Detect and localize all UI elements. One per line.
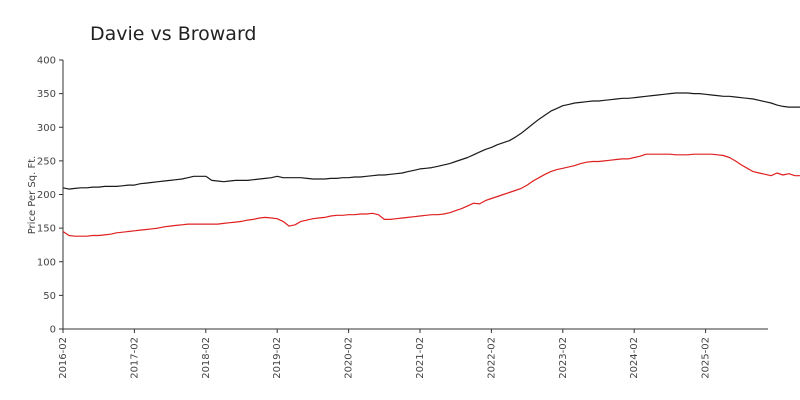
series-line-red bbox=[62, 153, 800, 237]
x-tick-label: 2022-02 bbox=[486, 337, 497, 379]
x-tick-label: 2023-02 bbox=[558, 337, 569, 379]
y-tick-label: 150 bbox=[37, 224, 56, 235]
x-tick-label: 2025-02 bbox=[701, 337, 712, 379]
y-axis-label: Price Per Sq. Ft. bbox=[27, 156, 38, 235]
series-line-black bbox=[62, 92, 800, 190]
chart-title: Davie vs Broward bbox=[90, 23, 256, 45]
y-tick-label: 350 bbox=[37, 89, 56, 100]
y-tick-label: 0 bbox=[50, 325, 56, 336]
axes: 0 50 100 150 200 250 300 350 400 2016-02 2017-02 20… bbox=[37, 56, 768, 379]
y-tick-label: 300 bbox=[37, 123, 56, 134]
x-tick-label: 2018-02 bbox=[201, 337, 212, 379]
y-tick-label: 250 bbox=[37, 156, 56, 167]
x-tick-label: 2020-02 bbox=[344, 337, 355, 379]
series-lines bbox=[62, 92, 800, 237]
x-tick-label: 2024-02 bbox=[629, 337, 640, 379]
y-tick-label: 400 bbox=[37, 56, 56, 67]
y-tick-label: 100 bbox=[37, 257, 56, 268]
x-tick-label: 2016-02 bbox=[58, 337, 69, 379]
x-tick-label: 2019-02 bbox=[272, 337, 283, 379]
x-tick-label: 2017-02 bbox=[129, 337, 140, 379]
y-tick-label: 200 bbox=[37, 190, 56, 201]
x-tick-label: 2021-02 bbox=[415, 337, 426, 379]
y-tick-label: 50 bbox=[43, 291, 56, 302]
